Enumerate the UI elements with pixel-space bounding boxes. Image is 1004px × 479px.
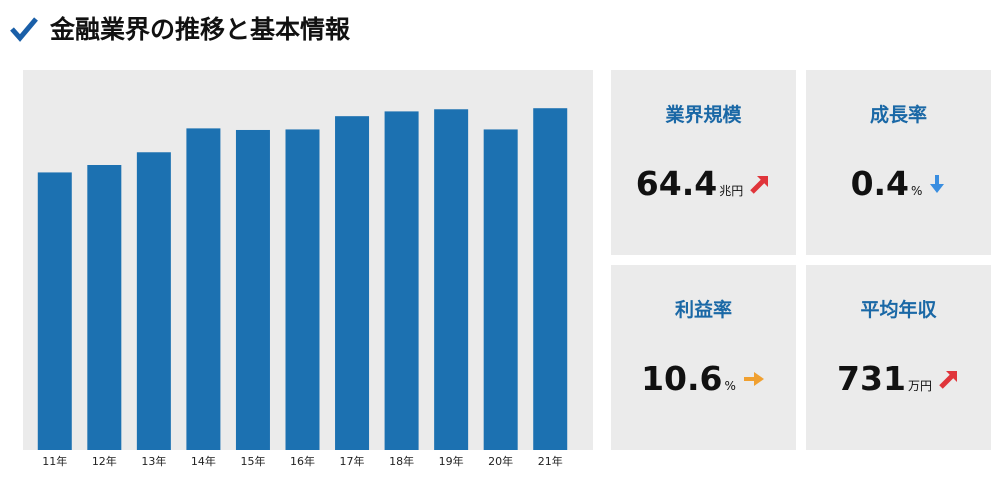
stat-value: 0.4 <box>850 164 910 203</box>
bar <box>235 129 270 451</box>
stat-card: 平均年収 731 万円 <box>806 265 991 450</box>
stat-value-row: 0.4% <box>806 164 991 203</box>
bar <box>483 129 518 450</box>
x-tick-label: 19年 <box>439 454 464 468</box>
stat-label: 業界規模 <box>665 104 742 126</box>
bar <box>384 111 419 451</box>
bar <box>533 108 568 451</box>
stat-value: 64.4 <box>635 164 718 203</box>
stat-card: 利益率 10.6% <box>611 265 796 450</box>
bar <box>37 172 72 450</box>
x-tick-label: 17年 <box>340 454 365 468</box>
stat-value-row: 64.4 兆円 <box>611 164 796 203</box>
stat-value: 731 <box>837 359 906 398</box>
stat-unit: 万円 <box>907 379 932 393</box>
x-tick-label: 11年 <box>42 454 67 468</box>
stat-card: 業界規模 64.4 兆円 <box>611 70 796 255</box>
stat-value-row: 10.6% <box>611 359 796 398</box>
arrow-right-icon <box>743 371 764 386</box>
bar <box>285 129 320 450</box>
x-tick-label: 20年 <box>488 454 513 468</box>
stat-value: 10.6 <box>641 359 723 398</box>
x-tick-label: 15年 <box>240 454 265 468</box>
stat-unit: % <box>724 379 736 393</box>
arrow-down-icon <box>930 174 945 193</box>
x-tick-label: 16年 <box>290 454 315 468</box>
stat-label: 成長率 <box>869 104 927 126</box>
x-tick-label: 21年 <box>538 454 563 468</box>
stat-unit: % <box>911 184 923 198</box>
bar <box>136 152 171 450</box>
x-tick-label: 18年 <box>389 454 414 468</box>
bar <box>186 128 221 450</box>
x-tick-label: 12年 <box>92 454 117 468</box>
check-icon <box>10 17 38 42</box>
bar <box>87 165 122 450</box>
x-tick-label: 14年 <box>191 454 216 468</box>
page-title: 金融業界の推移と基本情報 <box>49 15 351 44</box>
arrow-up-icon <box>939 370 957 389</box>
bar <box>434 109 469 450</box>
stat-label: 平均年収 <box>860 299 937 321</box>
x-tick-label: 13年 <box>141 454 166 468</box>
stat-label: 利益率 <box>674 299 732 321</box>
stat-value-row: 731 万円 <box>806 359 991 398</box>
stat-unit: 兆円 <box>719 184 744 198</box>
bar <box>335 116 370 450</box>
chart: 金融業界の推移と基本情報 11年 12年 13年 14年 15年 16年 17年 18年 19年… <box>10 15 593 468</box>
stat-card: 成長率 0.4% <box>806 70 991 255</box>
arrow-up-icon <box>750 175 769 194</box>
